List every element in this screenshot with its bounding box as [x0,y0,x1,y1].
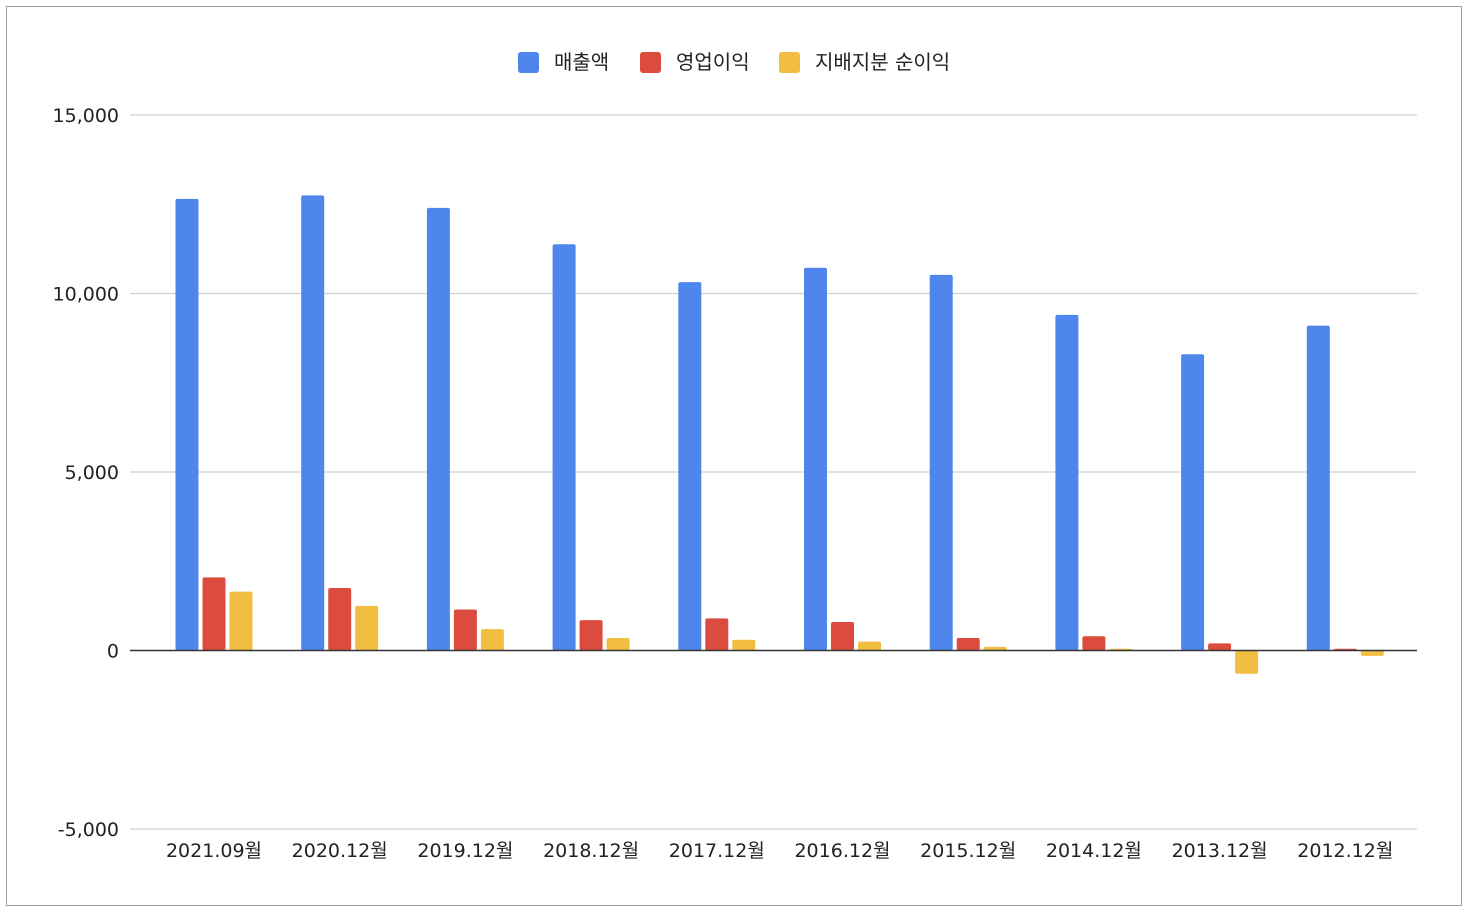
bar-1-6 [804,267,827,651]
bar-1-5 [678,282,702,651]
bar-2-4 [579,620,603,651]
bar-1-3 [426,207,450,651]
bar-3-3 [480,629,504,651]
bar-3-6 [858,641,881,651]
x-tick-label: 2017.12월 [669,840,765,862]
x-tick-label: 2015.12월 [920,840,1016,862]
bar-2-8 [1082,636,1106,651]
bar-2-6 [831,621,854,651]
bar-1-10 [1306,325,1330,651]
x-tick-label: 2014.12월 [1046,840,1142,862]
bar-3-4 [606,638,630,651]
x-tick-label: 2021.09월 [166,840,262,862]
x-tick-label: 2013.12월 [1172,840,1268,862]
bar-2-3 [453,609,477,651]
bar-1-1 [175,198,199,651]
x-tick-label: 2020.12월 [292,840,388,862]
legend-label: 영업이익 [676,50,750,74]
bar-2-7 [956,638,980,651]
bar-1-2 [301,195,325,651]
y-tick-label: 0 [107,641,119,663]
bar-2-2 [328,588,352,651]
legend-swatch [640,52,661,73]
bar-3-5 [732,639,756,651]
legend-swatch [518,52,539,73]
bar-3-10 [1360,650,1384,656]
x-tick-label: 2012.12월 [1297,840,1393,862]
grid-lines [130,114,1417,830]
y-tick-label: 5,000 [65,462,119,484]
legend-swatch [779,52,800,73]
bar-1-9 [1181,354,1205,651]
chart-legend: 매출액 영업이익 지배지분 순이익 [518,50,950,74]
bar-1-8 [1055,314,1079,651]
bar-2-5 [705,618,729,651]
x-tick-label: 2018.12월 [543,840,639,862]
bar-2-1 [202,577,226,651]
y-axis-tick-labels: 15,000 10,000 5,000 0 -5,000 [53,105,119,841]
y-tick-label: -5,000 [58,819,119,841]
legend-label: 지배지분 순이익 [815,50,950,74]
legend-label: 매출액 [554,50,609,74]
y-tick-label: 15,000 [53,105,119,127]
bar-1-7 [929,274,953,651]
chart-frame [6,6,1462,906]
bar-3-7 [983,646,1007,651]
x-tick-label: 2019.12월 [417,840,513,862]
bar-3-2 [355,605,379,651]
bar-3-1 [229,591,253,651]
bar-1-4 [552,244,576,651]
x-axis-tick-labels: 2021.09월 2020.12월 2019.12월 2018.12월 2017.12월… [166,840,1393,862]
x-tick-label: 2016.12월 [794,840,890,862]
bar-2-9 [1208,643,1232,651]
y-tick-label: 10,000 [53,284,119,306]
bar-3-9 [1235,650,1259,674]
bars [175,195,1384,674]
